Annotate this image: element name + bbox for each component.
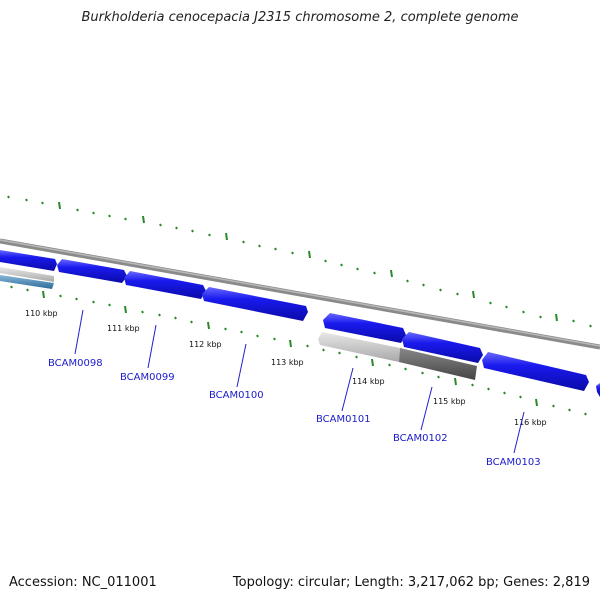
leader-line-bcam0101 <box>341 367 354 412</box>
tick-label-115kbp: 115 kbp <box>433 397 466 406</box>
tick-label-112kbp: 112 kbp <box>189 340 222 349</box>
tick-label-116kbp: 116 kbp <box>514 418 547 427</box>
gene-arrow-bcam0099[interactable] <box>124 271 206 299</box>
reverse-gene-dark[interactable] <box>399 348 477 380</box>
gene-label-bcam0103[interactable]: BCAM0103 <box>486 457 541 468</box>
inner-tick-ring <box>10 285 587 416</box>
gene-arrow-bcam0104[interactable] <box>596 383 600 397</box>
genome-backbone <box>0 238 600 350</box>
gene-labels: BCAM0098 BCAM0099 BCAM0100 BCAM0101 BCAM… <box>48 358 541 468</box>
leader-line-bcam0099 <box>147 324 157 369</box>
leader-line-bcam0102 <box>420 386 433 431</box>
gene-arrow-bcam0103[interactable] <box>482 352 589 391</box>
reverse-gene-left-teal[interactable] <box>0 275 54 289</box>
leader-line-bcam0098 <box>74 309 84 355</box>
leader-line-bcam0103 <box>513 411 525 454</box>
gene-arrow-bcam0100[interactable] <box>202 287 308 321</box>
gene-label-bcam0100[interactable]: BCAM0100 <box>209 390 264 401</box>
tick-label-114kbp: 114 kbp <box>352 377 385 386</box>
reverse-gene-light[interactable] <box>318 332 400 362</box>
map-title: Burkholderia cenocepacia J2315 chromosom… <box>81 10 519 25</box>
gene-arrow-bcam0097[interactable] <box>0 250 57 271</box>
leader-line-bcam0100 <box>236 343 247 388</box>
outer-tick-ring <box>7 195 592 328</box>
accession-text: Accession: NC_011001 <box>9 575 157 590</box>
kbp-tick-labels: 110 kbp 111 kbp 112 kbp 113 kbp 114 kbp … <box>25 309 547 427</box>
gene-arrow-bcam0101[interactable] <box>323 313 406 343</box>
gene-label-bcam0101[interactable]: BCAM0101 <box>316 414 371 425</box>
reverse-strand-genes <box>0 267 477 380</box>
topology-summary-text: Topology: circular; Length: 3,217,062 bp… <box>232 575 590 590</box>
tick-label-113kbp: 113 kbp <box>271 358 304 367</box>
gene-label-bcam0099[interactable]: BCAM0099 <box>120 372 175 383</box>
gene-leader-lines <box>74 309 525 454</box>
tick-label-111kbp: 111 kbp <box>107 324 140 333</box>
tick-label-110kbp: 110 kbp <box>25 309 58 318</box>
gene-arrow-bcam0102[interactable] <box>402 332 483 363</box>
gene-label-bcam0102[interactable]: BCAM0102 <box>393 433 448 444</box>
reverse-gene-left-light[interactable] <box>0 267 54 282</box>
forward-strand-genes <box>0 250 600 397</box>
genome-backbone-highlight <box>0 239 600 347</box>
gene-arrow-bcam0098[interactable] <box>57 259 127 283</box>
gene-label-bcam0098[interactable]: BCAM0098 <box>48 358 103 369</box>
